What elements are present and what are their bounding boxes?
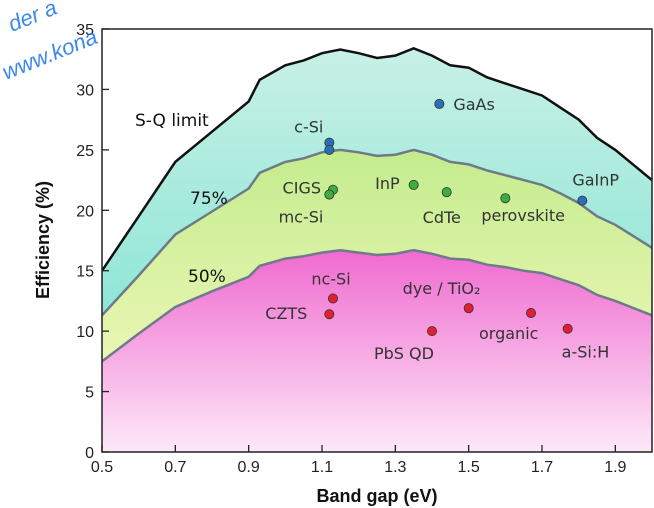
sq-band-area xyxy=(102,48,652,316)
y-axis-title: Efficiency (%) xyxy=(33,181,53,299)
x-tick-label: 1.7 xyxy=(531,459,553,476)
plot-frame xyxy=(101,28,653,453)
point-label: perovskite xyxy=(481,206,565,225)
seventy-five-percent-line xyxy=(102,148,652,317)
point-label: InP xyxy=(375,174,400,193)
point-label: dye / TiO₂ xyxy=(403,279,481,298)
point-label: CZTS xyxy=(265,304,307,323)
sq-limit-line xyxy=(102,46,652,272)
point-label: a-Si:H xyxy=(562,343,610,362)
watermark-line-1: der a xyxy=(5,0,61,37)
watermark: der a www.kona xyxy=(0,0,101,85)
seventy-five-percent-band-area xyxy=(102,149,652,362)
y-tick-label: 15 xyxy=(76,264,94,281)
point-label: CdTe xyxy=(423,208,461,227)
data-point xyxy=(500,193,511,204)
data-point xyxy=(441,187,452,198)
x-tick-label: 0.5 xyxy=(91,459,113,476)
x-tick-label: 1.3 xyxy=(384,459,406,476)
axis-ticks: 0.5 0.7 0.9 1.1 1.3 1.5 1.7 1.9 0 5 10 15 20 25 30 35 xyxy=(76,22,626,476)
data-point xyxy=(463,303,474,314)
plot-area xyxy=(102,46,652,452)
y-tick-label: 0 xyxy=(85,445,94,462)
point-label: c-Si xyxy=(294,118,323,137)
x-tick-label: 1.5 xyxy=(458,459,480,476)
y-tick-label: 5 xyxy=(85,385,94,402)
x-tick-label: 1.1 xyxy=(311,459,333,476)
data-point xyxy=(426,326,437,337)
x-axis-title: Band gap (eV) xyxy=(316,486,437,506)
x-tick-label: 0.7 xyxy=(164,459,186,476)
point-label: mc-Si xyxy=(279,208,324,227)
data-point xyxy=(434,98,445,109)
data-point xyxy=(577,195,588,206)
data-point xyxy=(562,323,573,334)
data-point xyxy=(324,189,335,200)
seventy-five-percent-label: 75% xyxy=(190,189,228,209)
data-points xyxy=(324,98,588,337)
data-point xyxy=(324,309,335,320)
data-point xyxy=(324,144,335,155)
y-tick-label: 30 xyxy=(76,82,94,99)
data-point xyxy=(408,179,419,190)
fifty-percent-label: 50% xyxy=(188,267,226,287)
data-point xyxy=(526,308,537,319)
point-label: PbS QD xyxy=(374,344,434,363)
y-tick-label: 10 xyxy=(76,324,94,341)
point-label: GaAs xyxy=(453,95,494,114)
point-label: organic xyxy=(479,324,538,343)
y-tick-label: 25 xyxy=(76,143,94,160)
y-tick-label: 35 xyxy=(76,22,94,39)
x-tick-label: 1.9 xyxy=(604,459,626,476)
point-labels: GaAs c-Si GaInP CIGS mc-Si InP CdTe perovskite n… xyxy=(265,95,619,363)
point-label: nc-Si xyxy=(311,270,350,289)
sq-limit-label: S-Q limit xyxy=(135,111,209,131)
fifty-percent-line xyxy=(102,248,652,363)
point-label: GaInP xyxy=(572,171,619,190)
data-point xyxy=(327,293,338,304)
y-tick-label: 20 xyxy=(76,203,94,220)
point-label: CIGS xyxy=(283,179,321,198)
x-tick-label: 0.9 xyxy=(238,459,260,476)
fifty-percent-band-area xyxy=(102,250,652,452)
